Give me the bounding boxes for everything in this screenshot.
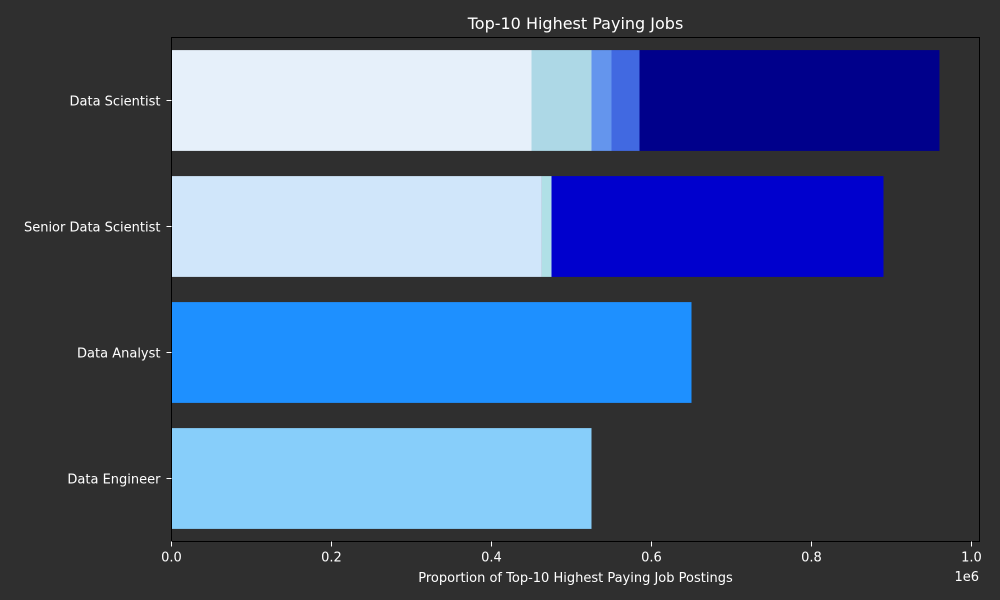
bar-segment <box>171 50 532 151</box>
bar-segment <box>639 50 940 151</box>
x-axis-offset-label: 1e6 <box>954 570 979 585</box>
y-axis-ticks: Data Scientist Senior Data Scientist Data … <box>24 95 172 488</box>
x-tick-label: 0.4 <box>481 551 502 566</box>
bar-segment <box>171 302 692 403</box>
x-tick-label: 1.0 <box>961 551 982 566</box>
bar-segment <box>171 428 592 529</box>
y-tick-label: Data Scientist <box>70 95 161 110</box>
x-axis-label: Proportion of Top-10 Highest Paying Job … <box>418 571 733 586</box>
bar-segment <box>551 176 884 277</box>
chart-title: Top-10 Highest Paying Jobs <box>467 14 684 33</box>
x-tick-label: 0.2 <box>321 551 342 566</box>
x-tick-label: 0.8 <box>801 551 822 566</box>
x-axis-ticks: 0.0 0.2 0.4 0.6 0.8 1.0 <box>161 541 982 566</box>
bar-segment <box>171 176 542 277</box>
axes-frame <box>171 37 980 542</box>
bar-segment <box>591 50 612 151</box>
y-tick-label: Data Engineer <box>67 473 161 488</box>
bar-segment <box>531 50 592 151</box>
y-tick-label: Data Analyst <box>77 347 160 362</box>
bars-group <box>171 50 940 529</box>
x-tick-label: 0.6 <box>641 551 662 566</box>
x-tick-label: 0.0 <box>161 551 182 566</box>
bar-segment <box>611 50 640 151</box>
y-tick-label: Senior Data Scientist <box>24 221 161 236</box>
bar-segment <box>541 176 552 277</box>
